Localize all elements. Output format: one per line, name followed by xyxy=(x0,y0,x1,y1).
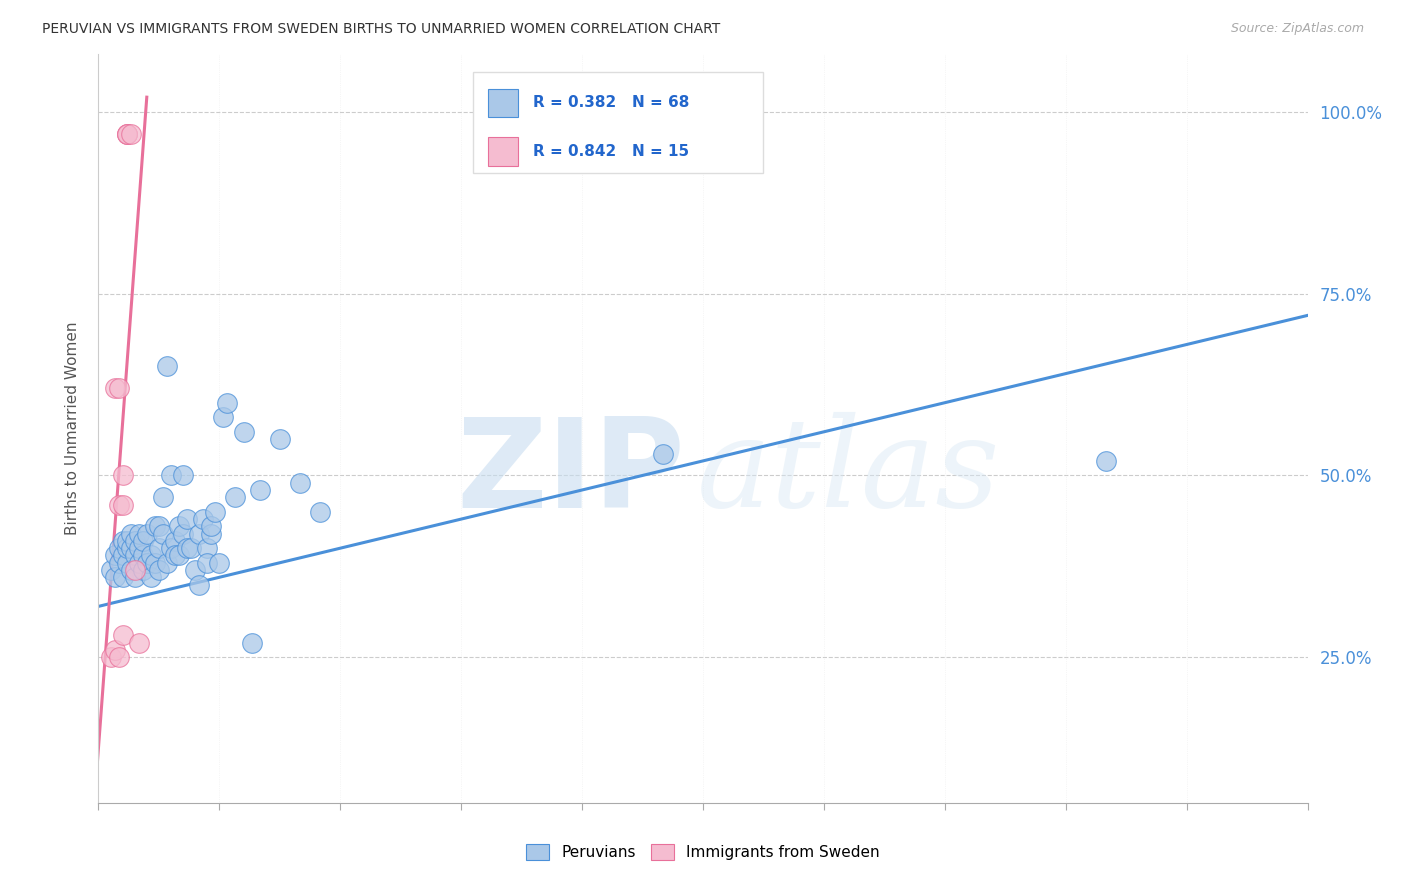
Point xyxy=(100,563,122,577)
Point xyxy=(103,570,125,584)
Point xyxy=(124,570,146,584)
Point xyxy=(249,483,271,497)
Point xyxy=(135,526,157,541)
Point xyxy=(120,563,142,577)
Point xyxy=(143,519,166,533)
Point xyxy=(195,556,218,570)
Point xyxy=(148,541,170,556)
Point xyxy=(167,549,190,563)
Point xyxy=(167,519,190,533)
Point xyxy=(115,541,138,556)
Point xyxy=(128,556,150,570)
Point xyxy=(1095,454,1118,468)
Point xyxy=(200,519,222,533)
Point xyxy=(139,570,162,584)
Point xyxy=(269,432,291,446)
Point xyxy=(651,447,673,461)
Point xyxy=(172,468,194,483)
Point xyxy=(132,533,155,548)
Point xyxy=(103,381,125,395)
Point xyxy=(124,533,146,548)
Point xyxy=(180,541,202,556)
Point xyxy=(139,549,162,563)
Point xyxy=(163,533,186,548)
Point xyxy=(143,556,166,570)
Bar xyxy=(488,137,517,166)
Point xyxy=(148,563,170,577)
FancyBboxPatch shape xyxy=(474,72,763,173)
Point xyxy=(103,643,125,657)
Point xyxy=(111,570,134,584)
Point xyxy=(240,636,263,650)
Point xyxy=(100,650,122,665)
Point xyxy=(288,475,311,490)
Point xyxy=(156,556,179,570)
Point xyxy=(107,541,129,556)
Point xyxy=(111,468,134,483)
Text: ZIP: ZIP xyxy=(456,413,685,533)
Text: Source: ZipAtlas.com: Source: ZipAtlas.com xyxy=(1230,22,1364,36)
Point xyxy=(152,526,174,541)
Point xyxy=(115,127,138,141)
Point xyxy=(107,498,129,512)
Point xyxy=(107,556,129,570)
Point xyxy=(204,505,226,519)
Point xyxy=(128,636,150,650)
Point xyxy=(107,381,129,395)
Point xyxy=(107,650,129,665)
Point xyxy=(111,533,134,548)
Point xyxy=(163,549,186,563)
Point xyxy=(111,628,134,642)
Point xyxy=(132,549,155,563)
Bar xyxy=(488,88,517,117)
Point xyxy=(135,556,157,570)
Point xyxy=(232,425,254,439)
Point xyxy=(217,395,239,409)
Y-axis label: Births to Unmarried Women: Births to Unmarried Women xyxy=(65,321,80,535)
Point xyxy=(120,127,142,141)
Text: R = 0.382   N = 68: R = 0.382 N = 68 xyxy=(533,95,689,111)
Point xyxy=(111,549,134,563)
Point xyxy=(111,498,134,512)
Point xyxy=(212,410,235,425)
Text: atlas: atlas xyxy=(697,412,1000,534)
Point xyxy=(184,563,207,577)
Point xyxy=(176,541,198,556)
Point xyxy=(176,512,198,526)
Point xyxy=(309,505,332,519)
Point xyxy=(193,512,215,526)
Point xyxy=(224,490,246,504)
Point xyxy=(132,563,155,577)
Point xyxy=(195,541,218,556)
Point xyxy=(208,556,231,570)
Point xyxy=(188,526,211,541)
Point xyxy=(128,541,150,556)
Point xyxy=(115,556,138,570)
Text: PERUVIAN VS IMMIGRANTS FROM SWEDEN BIRTHS TO UNMARRIED WOMEN CORRELATION CHART: PERUVIAN VS IMMIGRANTS FROM SWEDEN BIRTH… xyxy=(42,22,720,37)
Point xyxy=(200,526,222,541)
Point xyxy=(152,490,174,504)
Legend: Peruvians, Immigrants from Sweden: Peruvians, Immigrants from Sweden xyxy=(520,838,886,866)
Point xyxy=(115,127,138,141)
Point xyxy=(160,468,183,483)
Text: R = 0.842   N = 15: R = 0.842 N = 15 xyxy=(533,145,689,159)
Point xyxy=(120,541,142,556)
Point xyxy=(115,127,138,141)
Point xyxy=(124,549,146,563)
Point xyxy=(172,526,194,541)
Point xyxy=(128,526,150,541)
Point xyxy=(148,519,170,533)
Point xyxy=(124,563,146,577)
Point xyxy=(156,359,179,374)
Point xyxy=(115,533,138,548)
Point xyxy=(160,541,183,556)
Point xyxy=(103,549,125,563)
Point xyxy=(188,577,211,591)
Point xyxy=(120,526,142,541)
